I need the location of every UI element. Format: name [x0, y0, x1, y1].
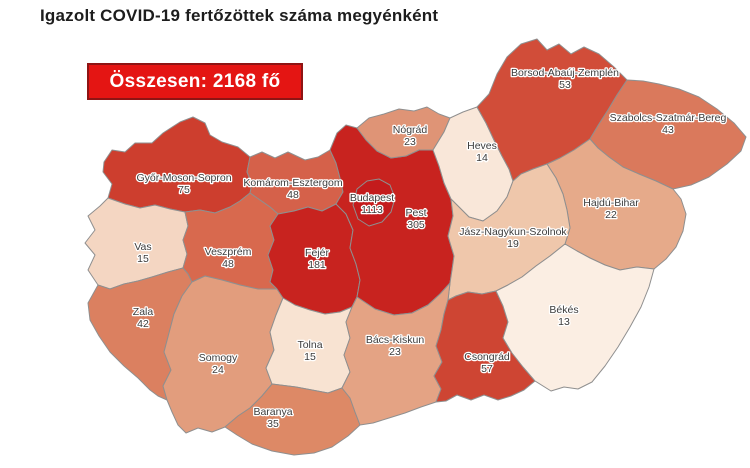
county-shape-budapest [352, 178, 396, 227]
county-name-bekes: Békés [549, 304, 578, 316]
total-badge: Összesen: 2168 fő [87, 63, 303, 100]
county-name-baranya: Baranya [253, 406, 292, 418]
county-shape-bekes [495, 243, 655, 392]
county-value-pest: 305 [407, 219, 425, 231]
county-name-vas: Vas [134, 241, 151, 253]
county-value-tolna: 15 [304, 351, 316, 363]
county-name-tolna: Tolna [297, 339, 322, 351]
county-name-csongrad: Csongrád [464, 351, 510, 363]
county-value-gyor-moson-sopron: 75 [178, 184, 190, 196]
county-value-nograd: 23 [404, 136, 416, 148]
county-name-gyor-moson-sopron: Győr-Moson-Sopron [136, 172, 231, 184]
county-value-szabolcs-szatmar-bereg: 43 [662, 124, 674, 136]
page-title: Igazolt COVID-19 fertőzöttek száma megyé… [40, 6, 439, 25]
county-value-borsod-abauj-zemplen: 53 [559, 79, 571, 91]
county-name-budapest: Budapest [350, 192, 394, 204]
county-value-hajdu-bihar: 22 [605, 209, 617, 221]
county-name-szabolcs-szatmar-bereg: Szabolcs-Szatmár-Bereg [610, 112, 727, 124]
county-name-pest: Pest [405, 207, 426, 219]
total-badge-label: Összesen: 2168 fő [109, 70, 281, 92]
county-shape-szabolcs-szatmar-bereg [589, 79, 747, 190]
county-value-somogy: 24 [212, 364, 224, 376]
county-shape-baranya [224, 383, 361, 456]
county-value-csongrad: 57 [481, 363, 493, 375]
county-value-fejer: 181 [308, 259, 326, 271]
county-labels-layer: Győr-Moson-Sopron75Komárom-Esztergom48Va… [131, 66, 727, 432]
county-name-hajdu-bihar: Hajdú-Bihar [583, 197, 639, 209]
county-name-fejer: Fejér [305, 247, 329, 259]
county-value-jasz-nagykun-szolnok: 19 [507, 238, 519, 250]
county-name-heves: Heves [467, 140, 497, 152]
county-name-nograd: Nógrád [393, 124, 428, 136]
county-name-jasz-nagykun-szolnok: Jász-Nagykun-Szolnok [459, 226, 567, 238]
county-shapes-layer [84, 38, 747, 456]
county-name-somogy: Somogy [199, 352, 238, 364]
county-name-zala: Zala [133, 306, 154, 318]
county-value-vas: 15 [137, 253, 149, 265]
county-name-borsod-abauj-zemplen: Borsod-Abaúj-Zemplén [511, 67, 619, 79]
county-value-heves: 14 [476, 152, 488, 164]
county-shape-gyor-moson-sopron [102, 116, 253, 214]
county-value-zala: 42 [137, 318, 149, 330]
county-name-komarom-esztergom: Komárom-Esztergom [243, 177, 342, 189]
county-value-budapest: 1113 [361, 204, 383, 216]
county-value-komarom-esztergom: 48 [287, 189, 299, 201]
county-name-bacs-kiskun: Bács-Kiskun [366, 334, 425, 346]
county-value-veszprem: 48 [222, 258, 234, 270]
county-value-bacs-kiskun: 23 [389, 346, 401, 358]
county-value-bekes: 13 [558, 316, 570, 328]
county-value-baranya: 35 [267, 418, 279, 430]
county-name-veszprem: Veszprém [205, 246, 252, 258]
